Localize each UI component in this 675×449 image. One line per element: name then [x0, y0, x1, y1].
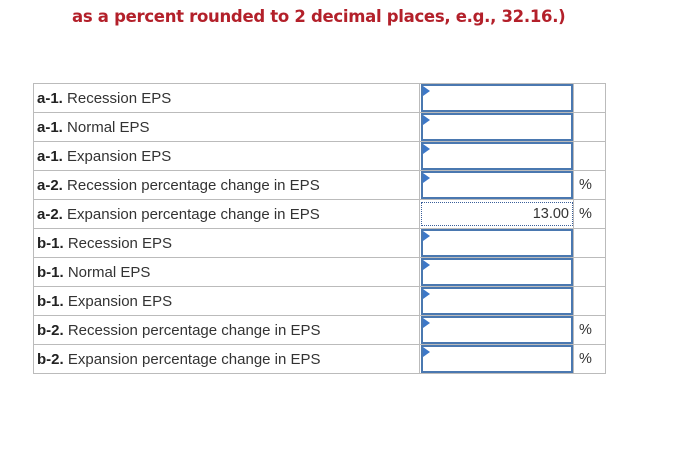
answer-input[interactable]	[421, 142, 573, 170]
part-label: a-2.	[37, 177, 63, 194]
unit-label: %	[579, 177, 592, 193]
row-label: b-1. Recession EPS	[34, 229, 420, 257]
answer-input[interactable]	[421, 287, 573, 315]
item-label: Recession percentage change in EPS	[67, 322, 321, 339]
item-label: Recession percentage change in EPS	[67, 177, 320, 194]
part-label: b-1.	[37, 293, 64, 310]
input-marker	[423, 173, 430, 183]
answer-input[interactable]	[421, 316, 573, 344]
part-label: b-1.	[37, 264, 64, 281]
answer-input[interactable]	[421, 345, 573, 373]
table-row: a-1. Normal EPS	[34, 113, 606, 142]
table-row: a-1. Recession EPS	[34, 84, 606, 113]
input-marker	[423, 260, 430, 270]
row-label: b-2. Expansion percentage change in EPS	[34, 345, 420, 373]
input-marker	[423, 318, 430, 328]
unit-cell: %	[573, 171, 606, 199]
answer-input[interactable]	[421, 84, 573, 112]
unit-label: %	[579, 351, 592, 367]
unit-label: %	[579, 206, 592, 222]
item-label: Expansion EPS	[67, 293, 173, 310]
row-label: b-1. Normal EPS	[34, 258, 420, 286]
input-marker	[423, 231, 430, 241]
table-row: b-2. Expansion percentage change in EPS%	[34, 345, 606, 374]
part-label: a-1.	[37, 119, 63, 136]
item-label: Expansion EPS	[67, 148, 172, 165]
unit-cell	[573, 258, 606, 286]
item-label: Recession EPS	[67, 90, 172, 107]
row-label: a-1. Normal EPS	[34, 113, 420, 141]
table-row: b-1. Normal EPS	[34, 258, 606, 287]
input-marker	[423, 289, 430, 299]
answer-input[interactable]	[421, 171, 573, 199]
answer-input[interactable]	[421, 113, 573, 141]
unit-cell: %	[573, 200, 606, 228]
table-row: b-1. Expansion EPS	[34, 287, 606, 316]
table-row: a-2. Recession percentage change in EPS%	[34, 171, 606, 200]
table-row: b-2. Recession percentage change in EPS%	[34, 316, 606, 345]
answer-input[interactable]	[421, 258, 573, 286]
part-label: a-1.	[37, 90, 63, 107]
row-label: a-1. Expansion EPS	[34, 142, 420, 170]
unit-cell	[573, 142, 606, 170]
part-label: b-1.	[37, 235, 64, 252]
part-label: a-1.	[37, 148, 63, 165]
unit-cell: %	[573, 316, 606, 344]
unit-cell	[573, 84, 606, 112]
instruction: as a percent rounded to 2 decimal places…	[72, 7, 566, 26]
input-marker	[423, 86, 430, 96]
answer-table: a-1. Recession EPS a-1. Normal EPS a-1. Ex…	[33, 83, 606, 374]
row-label: a-1. Recession EPS	[34, 84, 420, 112]
input-value: 13.00	[532, 206, 569, 222]
item-label: Recession EPS	[67, 235, 173, 252]
part-label: b-2.	[37, 351, 64, 368]
answer-input[interactable]	[421, 229, 573, 257]
row-label: b-1. Expansion EPS	[34, 287, 420, 315]
part-label: b-2.	[37, 322, 64, 339]
input-marker	[423, 115, 430, 125]
input-marker	[423, 347, 430, 357]
item-label: Normal EPS	[67, 119, 150, 136]
row-label: a-2. Recession percentage change in EPS	[34, 171, 420, 199]
unit-cell	[573, 229, 606, 257]
table-row: a-1. Expansion EPS	[34, 142, 606, 171]
unit-label: %	[579, 322, 592, 338]
part-label: a-2.	[37, 206, 63, 223]
row-label: a-2. Expansion percentage change in EPS	[34, 200, 420, 228]
row-label: b-2. Recession percentage change in EPS	[34, 316, 420, 344]
answer-input[interactable]: 13.00	[421, 202, 573, 226]
item-label: Normal EPS	[67, 264, 151, 281]
item-label: Expansion percentage change in EPS	[67, 206, 320, 223]
table-row: b-1. Recession EPS	[34, 229, 606, 258]
input-marker	[423, 144, 430, 154]
unit-cell	[573, 113, 606, 141]
unit-cell	[573, 287, 606, 315]
table-row: a-2. Expansion percentage change in EPS 1…	[34, 200, 606, 229]
unit-cell: %	[573, 345, 606, 373]
item-label: Expansion percentage change in EPS	[67, 351, 321, 368]
